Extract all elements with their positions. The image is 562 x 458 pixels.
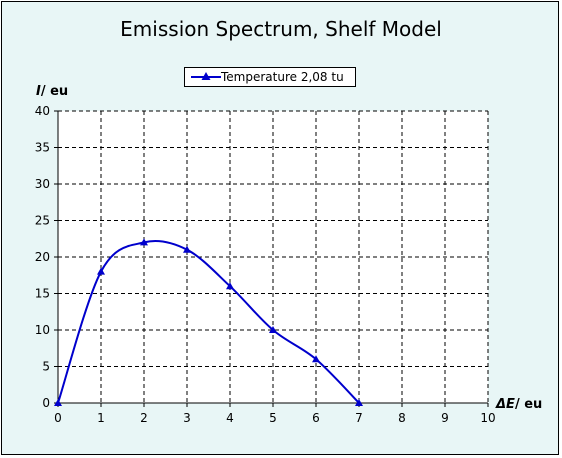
data-point-marker: [54, 399, 62, 406]
y-tick-label: 15: [35, 287, 50, 301]
x-axis-symbol: ΔE: [496, 397, 515, 412]
data-point-marker: [312, 355, 320, 363]
x-tick-label: 3: [183, 411, 191, 425]
y-tick-label: 40: [35, 104, 50, 118]
chart-title: Emission Spectrum, Shelf Model: [120, 17, 442, 41]
series-line: [57, 239, 360, 404]
x-tick-label: 5: [269, 411, 277, 425]
x-tick-label: 8: [398, 411, 406, 425]
data-point-marker: [97, 267, 105, 275]
y-tick-label: 25: [35, 214, 50, 228]
data-point-marker: [355, 399, 363, 406]
y-tick-label: 5: [42, 360, 50, 374]
y-axis-symbol: I: [36, 84, 41, 99]
y-tick-label: 35: [35, 141, 50, 155]
legend-label-series: Temperature 2,08 tu: [221, 70, 344, 84]
y-axis-label: I/ eu: [36, 84, 68, 99]
x-tick-label: 4: [226, 411, 234, 425]
y-tick-label: 0: [42, 396, 50, 410]
x-tick-label: 9: [441, 411, 449, 425]
legend-line-marker-icon: [191, 72, 221, 80]
data-point-marker: [140, 238, 148, 246]
x-tick-label: 1: [97, 411, 105, 425]
x-axis-label: ΔE/ eu: [496, 397, 542, 412]
x-tick-label: 0: [54, 411, 62, 425]
y-tick-label: 20: [35, 250, 50, 264]
data-point-marker: [269, 326, 277, 333]
x-tick-label: 7: [355, 411, 363, 425]
x-tick-label: 10: [480, 411, 495, 425]
y-tick-label: 10: [35, 323, 50, 337]
x-tick-label: 2: [140, 411, 148, 425]
data-point-marker: [226, 282, 234, 290]
y-tick-label: 30: [35, 177, 50, 191]
x-tick-label: 6: [312, 411, 320, 425]
y-axis-unit: / eu: [40, 84, 69, 99]
legend: Temperature 2,08 tu: [184, 67, 356, 87]
x-axis-unit: / eu: [514, 397, 543, 412]
data-point-marker: [183, 245, 191, 253]
